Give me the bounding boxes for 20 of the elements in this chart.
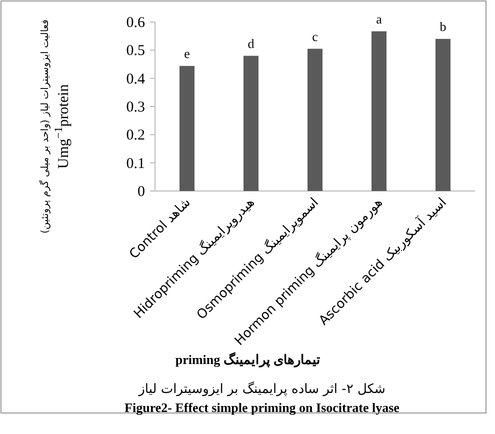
y-tick-label: 0 (138, 184, 145, 200)
y-tick-label: 0.1 (126, 156, 145, 172)
data-label: b (440, 18, 446, 34)
bar (436, 38, 450, 191)
bar (244, 56, 258, 191)
bar (180, 66, 194, 191)
bar (308, 48, 322, 191)
bar (372, 31, 386, 191)
x-axis-title: priming تیمارهای پرایمینگ (175, 351, 321, 368)
caption: Figure2- Effect simple priming on Isocitrate lyase (124, 400, 400, 415)
data-label: e (184, 46, 190, 61)
y-tick-label: 0.6 (126, 15, 146, 31)
data-label: d (248, 36, 255, 51)
y-tick-label: 0.3 (126, 100, 145, 116)
text: شکل ۲- اثر ساده پرایمینگ بر ایزوسیترات لیاز (138, 381, 386, 397)
y-tick-label: 0.4 (126, 71, 146, 88)
y-tick-label: 0.5 (126, 43, 145, 60)
y-tick-label: 0.2 (126, 128, 145, 144)
data-label: a (376, 11, 382, 26)
data-label: c (312, 28, 318, 44)
